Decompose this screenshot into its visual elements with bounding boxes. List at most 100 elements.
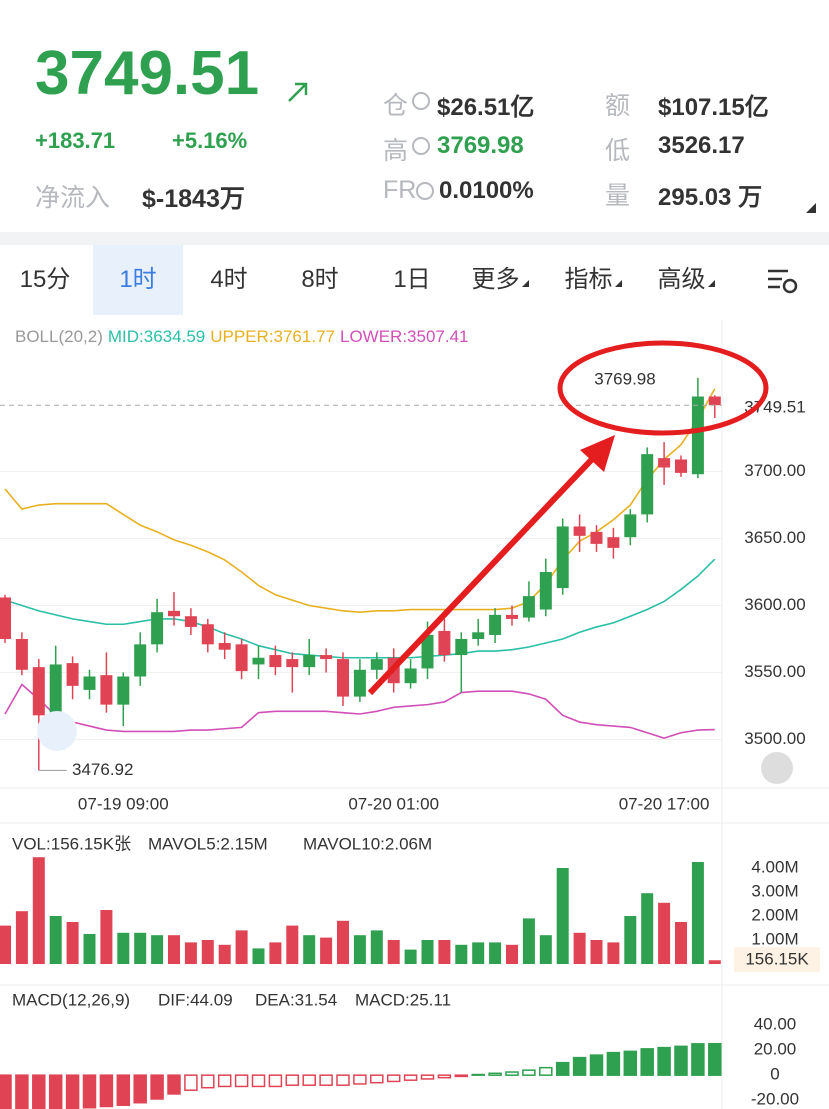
high-label: 3769.98 (594, 369, 655, 388)
macd-bar (82, 1074, 97, 1109)
volume-bar (32, 857, 45, 964)
help-icon (416, 182, 434, 200)
volume-bar (708, 960, 721, 964)
y-tick-label: 3.00M (751, 881, 798, 900)
macd-bar (640, 1048, 654, 1076)
legend-entry: MAVOL5:2.15M (148, 834, 268, 853)
stat-label: 低 (605, 137, 631, 165)
macd-bar (691, 1043, 705, 1076)
volume-bar (218, 944, 231, 964)
stat-label: 仓 (383, 92, 409, 120)
candle-body (15, 638, 28, 670)
candle-body (32, 667, 45, 716)
candle-body (472, 632, 485, 639)
macd-bar (217, 1074, 232, 1088)
indicator-name: BOLL(20,2) (15, 327, 103, 346)
candle-body (303, 655, 316, 668)
macd-bar (539, 1066, 553, 1076)
y-tick-label: 3650.00 (744, 528, 805, 547)
candle-body (675, 459, 687, 473)
legend-entry: DEA:31.54 (255, 990, 337, 1009)
stat-label: 高 (383, 137, 409, 165)
volume-bar (235, 930, 248, 964)
candle-body (404, 668, 417, 684)
volume-bar (337, 920, 349, 964)
volume-bar (522, 918, 535, 964)
legend-entry: UPPER:3761.77 (210, 327, 335, 346)
tab[interactable]: 高级 (641, 245, 731, 315)
candle-body (455, 638, 468, 656)
stat-value: $107.15亿 (658, 94, 769, 121)
tab[interactable]: 15分 (0, 245, 90, 315)
macd-bar (0, 1074, 12, 1109)
tab[interactable]: 1时 (93, 245, 183, 315)
arrow-head (580, 435, 615, 472)
candle-body (708, 396, 721, 406)
volume-bar (0, 925, 11, 964)
macd-bar (454, 1074, 469, 1078)
zoom-button (37, 711, 77, 751)
macd-bar (336, 1074, 350, 1086)
candle-body (590, 531, 603, 544)
volume-bar (269, 942, 282, 964)
macd-bar (15, 1074, 29, 1109)
candle-body (218, 643, 231, 650)
tab[interactable]: 8时 (275, 245, 365, 315)
y-tick-label: 3700.00 (744, 461, 805, 480)
stat-label: 额 (605, 92, 631, 120)
divider (0, 232, 829, 245)
macd-bar (302, 1074, 316, 1086)
tab[interactable]: 指标 (548, 245, 638, 315)
macd-bar (606, 1051, 621, 1076)
macd-bar (488, 1072, 502, 1076)
candle-body (252, 657, 265, 665)
expand-icon[interactable] (806, 203, 816, 213)
volume-bar (117, 932, 130, 964)
candle-body (151, 612, 164, 645)
candle-body (134, 644, 147, 677)
stat-value: 0.0100% (439, 177, 534, 204)
macd-bar (116, 1074, 131, 1106)
y-tick-label: -20.00 (751, 1090, 799, 1109)
volume-bar (438, 940, 451, 964)
macd-bar (48, 1074, 63, 1109)
tab[interactable]: 4时 (184, 245, 274, 315)
candle-body (556, 526, 569, 589)
candle-body (269, 655, 282, 668)
macd-bar (65, 1074, 80, 1109)
x-tick-label: 07-20 01:00 (348, 794, 439, 813)
y-tick-label: 3500.00 (744, 729, 805, 748)
dropdown-icon (521, 280, 529, 287)
volume-bar (184, 942, 197, 964)
tab[interactable]: 更多 (455, 245, 545, 315)
candle-body (184, 616, 197, 627)
y-tick-label: 3550.00 (744, 662, 805, 681)
volume-bar (387, 940, 400, 964)
volume-bar (15, 911, 28, 964)
stat-value: 295.03 万 (658, 184, 763, 211)
candle-body (539, 572, 552, 610)
k-button (761, 752, 793, 784)
volume-bar (370, 930, 383, 964)
tab[interactable]: 1日 (367, 245, 457, 315)
tab-label: 4时 (210, 266, 248, 293)
volume-bar (641, 893, 654, 964)
tab-label: 1日 (393, 266, 431, 293)
macd-bar (251, 1074, 266, 1088)
highlight-circle (557, 340, 769, 436)
macd-bar (471, 1073, 485, 1076)
candle-body (624, 514, 637, 538)
volume-bar (201, 940, 214, 964)
volume-bar (66, 922, 79, 964)
settings-icon[interactable] (766, 266, 800, 296)
macd-bar (370, 1074, 384, 1084)
stat-value: 3526.17 (658, 132, 745, 159)
candle-body (66, 663, 79, 686)
y-tick-label: 1.00M (751, 929, 798, 948)
macd-bar (99, 1074, 114, 1108)
tab-label: 更多 (471, 266, 520, 293)
volume-bar (675, 922, 687, 964)
macd-bar (403, 1074, 418, 1081)
up-arrow-icon (288, 82, 308, 102)
